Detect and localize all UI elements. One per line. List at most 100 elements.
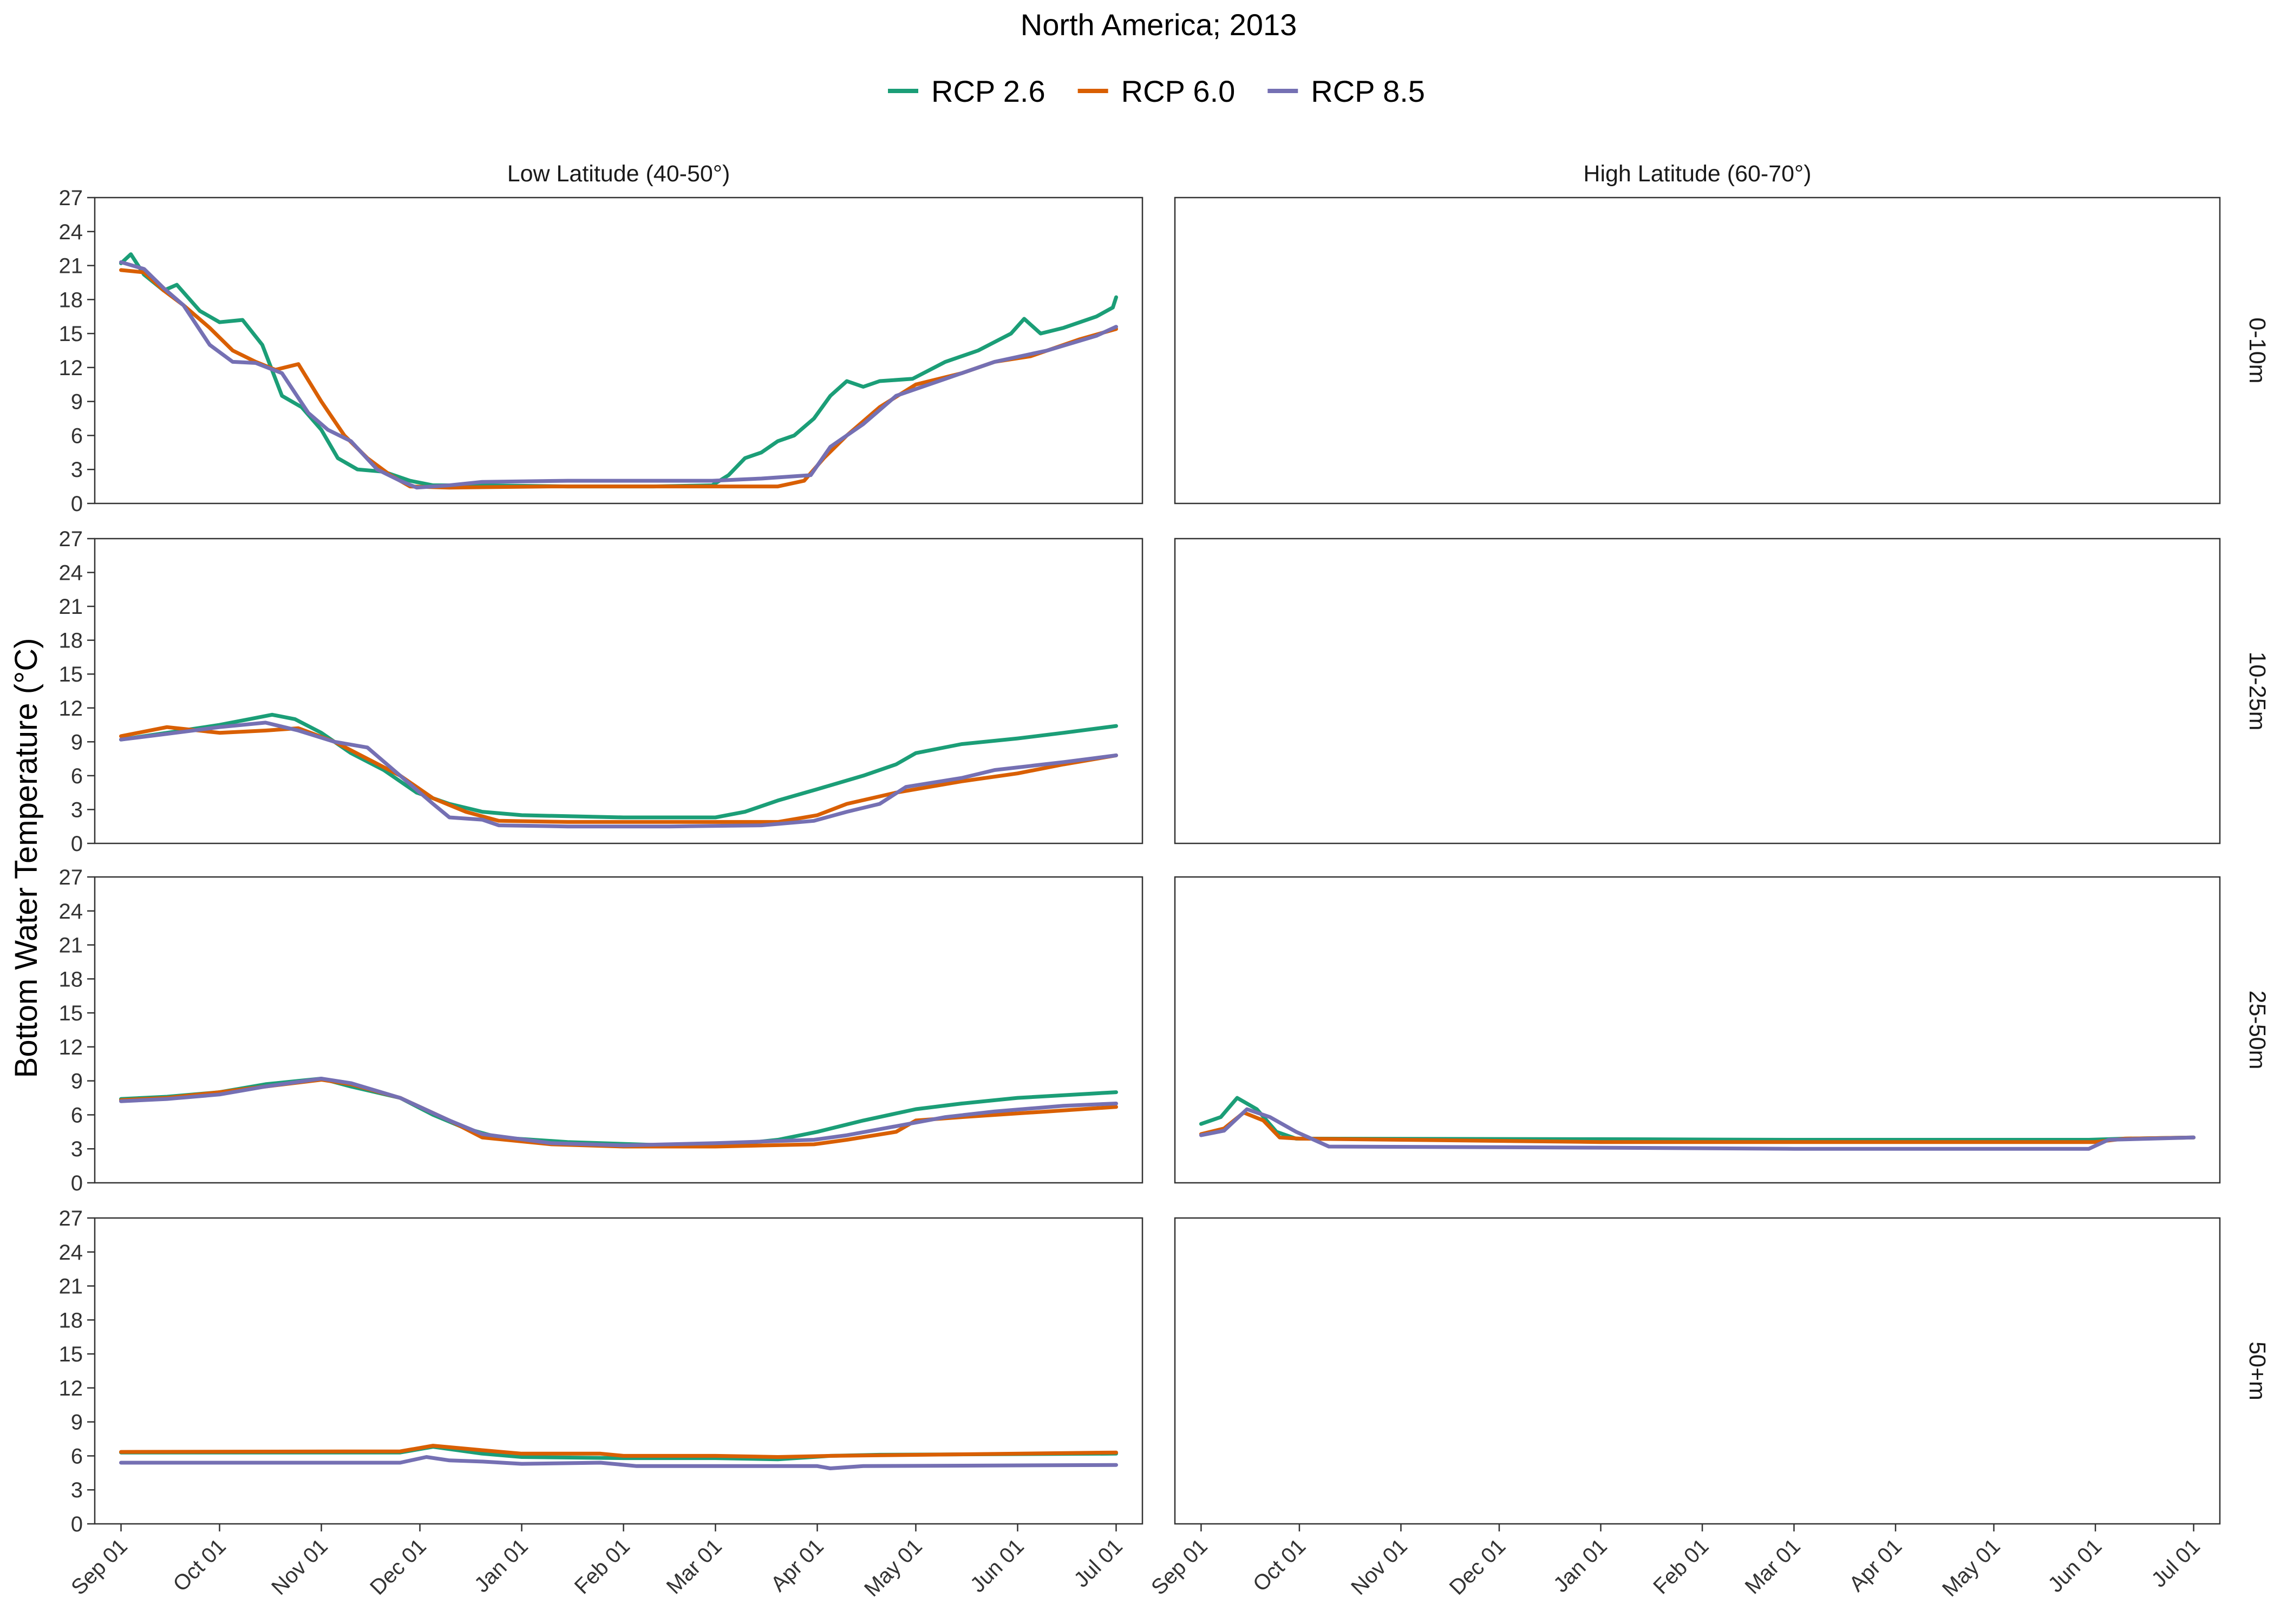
y-tick-label: 6 (71, 1103, 83, 1127)
x-tick-label: Jan 01 (1549, 1534, 1612, 1597)
y-tick-label: 9 (71, 1411, 83, 1435)
column-strip-label: Low Latitude (40-50°) (507, 161, 730, 187)
panel-low-lat-50plusm: 0 3 6 9 12 15 18 21 24 27 Sep 01 Oct 01 Nov 01 Dec 01… (59, 1207, 1143, 1601)
legend-label: RCP 6.0 (1121, 74, 1236, 108)
y-tick-label: 0 (71, 1512, 83, 1536)
legend-item-1: RCP 2.6 (888, 74, 1045, 108)
y-tick-label: 24 (59, 561, 83, 585)
x-tick-label: Mar 01 (1741, 1534, 1805, 1599)
panels: Low Latitude (40-50°) High Latitude (60-7… (59, 161, 2271, 1601)
y-tick-label: 15 (59, 1001, 83, 1025)
row-strip-label: 0-10m (2244, 318, 2270, 384)
chart-title: North America; 2013 (1021, 8, 1297, 42)
y-tick-label: 12 (59, 697, 83, 721)
y-tick-label: 18 (59, 288, 83, 312)
y-tick-label: 9 (71, 730, 83, 754)
series-line-rcp-8-5 (119, 1077, 1118, 1148)
panel-high-lat-50plusm: Sep 01 Oct 01 Nov 01 Dec 01 Jan 01 Feb 01 Mar … (1147, 1217, 2221, 1601)
y-tick-label: 12 (59, 1377, 83, 1400)
y-tick-label: 3 (71, 458, 83, 482)
x-tick-label: Sep 01 (67, 1534, 132, 1600)
y-tick-label: 24 (59, 900, 83, 924)
y-tick-label: 27 (59, 527, 83, 551)
x-tick-label: Feb 01 (1649, 1534, 1713, 1599)
panel-low-lat-10-25m: 0 3 6 9 12 15 18 21 24 27 (59, 527, 1143, 856)
y-tick-label: 18 (59, 629, 83, 653)
x-tick-label: May 01 (1938, 1534, 2005, 1601)
series-line-rcp-8-5 (1199, 1107, 2196, 1151)
y-tick-label: 12 (59, 356, 83, 380)
x-tick-label: Nov 01 (1347, 1534, 1412, 1600)
x-tick-label: Jan 01 (470, 1534, 533, 1597)
y-tick-label: 15 (59, 322, 83, 346)
y-tick-label: 9 (71, 1070, 83, 1093)
x-tick-label: Nov 01 (267, 1534, 332, 1600)
legend-label: RCP 2.6 (931, 74, 1045, 108)
panel-low-lat-0-10m: 0 3 6 9 12 15 18 21 24 27 (59, 186, 1143, 516)
y-tick-label: 27 (59, 186, 83, 210)
x-tick-label: Oct 01 (1249, 1534, 1310, 1596)
panel-high-lat-10-25m (1174, 538, 2221, 844)
panel-frame (1174, 876, 2221, 1184)
x-tick-label: Sep 01 (1147, 1534, 1212, 1600)
panel-frame (1174, 1217, 2221, 1525)
y-tick-label: 24 (59, 220, 83, 244)
y-tick-label: 27 (59, 866, 83, 889)
x-tick-label: Dec 01 (365, 1534, 431, 1600)
series-line-rcp-8-5 (119, 721, 1118, 829)
x-tick-label: Apr 01 (1845, 1534, 1906, 1596)
y-tick-label: 15 (59, 663, 83, 686)
panel-frame (94, 876, 1143, 1184)
series-line-rcp-6-0 (119, 1444, 1118, 1459)
series-line-rcp-6-0 (119, 725, 1118, 824)
y-tick-label: 12 (59, 1036, 83, 1059)
y-tick-label: 6 (71, 1444, 83, 1468)
panel-frame (1174, 538, 2221, 844)
x-tick-label: Jul 01 (2147, 1534, 2205, 1592)
series-line-rcp-8-5 (119, 260, 1118, 490)
y-tick-label: 24 (59, 1241, 83, 1265)
y-tick-label: 21 (59, 595, 83, 619)
panel-frame (1174, 197, 2221, 505)
legend-item-3: RCP 8.5 (1267, 74, 1425, 108)
y-axis-label: Bottom Water Temperature (°C) (9, 638, 44, 1078)
y-tick-label: 21 (59, 1275, 83, 1299)
y-tick-label: 0 (71, 492, 83, 516)
y-tick-label: 3 (71, 798, 83, 822)
x-tick-label: Dec 01 (1445, 1534, 1511, 1600)
y-tick-label: 18 (59, 1308, 83, 1332)
y-tick-label: 27 (59, 1207, 83, 1230)
x-tick-label: Oct 01 (168, 1534, 230, 1596)
y-tick-label: 21 (59, 254, 83, 278)
panel-frame (94, 197, 1143, 505)
panel-low-lat-25-50m: 0 3 6 9 12 15 18 21 24 27 (59, 866, 1143, 1195)
column-strip-label: High Latitude (60-70°) (1583, 161, 1811, 187)
panel-high-lat-25-50m (1174, 876, 2221, 1184)
y-tick-label: 9 (71, 390, 83, 414)
y-tick-label: 0 (71, 832, 83, 856)
row-strip-label: 25-50m (2244, 991, 2270, 1070)
panel-high-lat-0-10m (1174, 197, 2221, 505)
y-tick-label: 18 (59, 967, 83, 991)
x-tick-label: Jun 01 (2043, 1534, 2106, 1597)
series-line-rcp-6-0 (119, 268, 1118, 490)
row-strip-label: 50+m (2244, 1341, 2270, 1400)
x-tick-label: Mar 01 (662, 1534, 727, 1599)
y-tick-label: 6 (71, 764, 83, 788)
x-tick-label: Jun 01 (966, 1534, 1029, 1597)
y-tick-label: 3 (71, 1478, 83, 1502)
panel-frame (94, 538, 1143, 844)
legend: RCP 2.6 RCP 6.0 RCP 8.5 (888, 74, 1425, 108)
y-tick-label: 21 (59, 934, 83, 958)
x-tick-label: Feb 01 (570, 1534, 635, 1599)
y-tick-label: 6 (71, 424, 83, 448)
y-tick-label: 15 (59, 1343, 83, 1366)
panel-frame (94, 1217, 1143, 1525)
legend-label: RCP 8.5 (1311, 74, 1425, 108)
x-tick-label: May 01 (860, 1534, 927, 1601)
y-tick-label: 0 (71, 1171, 83, 1195)
x-tick-label: Apr 01 (766, 1534, 828, 1596)
legend-item-2: RCP 6.0 (1077, 74, 1236, 108)
row-strip-label: 10-25m (2244, 652, 2270, 731)
